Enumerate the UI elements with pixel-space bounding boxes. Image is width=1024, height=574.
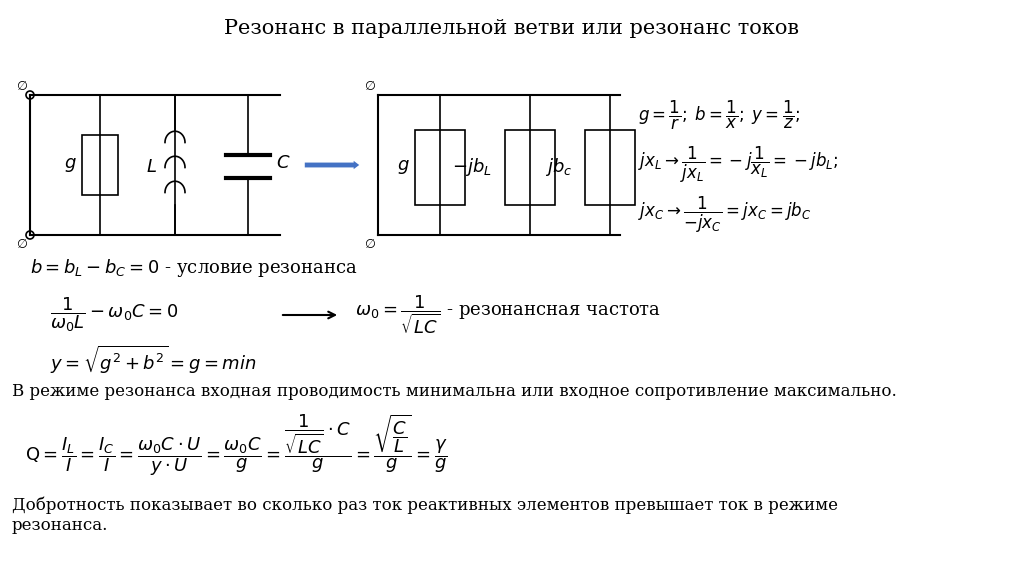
- Text: $-jb_L$: $-jb_L$: [453, 157, 492, 179]
- Text: $\varnothing$: $\varnothing$: [364, 237, 376, 251]
- Text: $\varnothing$: $\varnothing$: [16, 79, 28, 93]
- Text: $jx_C \to \dfrac{1}{-jx_C} = jx_C = jb_C$: $jx_C \to \dfrac{1}{-jx_C} = jx_C = jb_C…: [638, 195, 812, 235]
- Bar: [82, 135, 118, 195]
- Text: $jx_L \to \dfrac{1}{jx_L} = -j\dfrac{1}{x_L} = -jb_L;$: $jx_L \to \dfrac{1}{jx_L} = -j\dfrac{1}{…: [638, 145, 839, 185]
- Bar: [585, 130, 635, 205]
- Text: $\omega_0 = \dfrac{1}{\sqrt{LC}}$ - резонансная частота: $\omega_0 = \dfrac{1}{\sqrt{LC}}$ - резо…: [355, 293, 662, 336]
- Text: В режиме резонанса входная проводимость минимальна или входное сопротивление мак: В режиме резонанса входная проводимость …: [12, 383, 897, 401]
- Text: $g$: $g$: [397, 158, 410, 176]
- Text: $\dfrac{1}{\omega_0 L} - \omega_0 C = 0$: $\dfrac{1}{\omega_0 L} - \omega_0 C = 0$: [50, 296, 178, 334]
- Text: $g$: $g$: [65, 156, 77, 174]
- Text: $b = b_L - b_C = 0$ - условие резонанса: $b = b_L - b_C = 0$ - условие резонанса: [30, 257, 357, 279]
- Text: $\mathrm{Q} = \dfrac{I_L}{I} = \dfrac{I_C}{I} = \dfrac{\omega_0 C \cdot U}{y \cd: $\mathrm{Q} = \dfrac{I_L}{I} = \dfrac{I_…: [25, 412, 447, 478]
- Text: $C$: $C$: [276, 153, 291, 172]
- Bar: [415, 130, 465, 205]
- Bar: [505, 130, 555, 205]
- Text: $y = \sqrt{g^2 + b^2} = g = min$: $y = \sqrt{g^2 + b^2} = g = min$: [50, 344, 257, 376]
- Text: $L$: $L$: [146, 158, 157, 176]
- Text: $g = \dfrac{1}{r};\;  b = \dfrac{1}{x};\;  y = \dfrac{1}{z};$: $g = \dfrac{1}{r};\; b = \dfrac{1}{x};\;…: [638, 98, 801, 131]
- Text: Добротность показывает во сколько раз ток реактивных элементов превышает ток в р: Добротность показывает во сколько раз то…: [12, 497, 838, 514]
- Text: Резонанс в параллельной ветви или резонанс токов: Резонанс в параллельной ветви или резона…: [224, 18, 800, 37]
- Text: $\varnothing$: $\varnothing$: [364, 79, 376, 93]
- Text: $\varnothing$: $\varnothing$: [16, 237, 28, 251]
- Text: резонанса.: резонанса.: [12, 517, 109, 533]
- Text: $jb_c$: $jb_c$: [545, 157, 572, 179]
